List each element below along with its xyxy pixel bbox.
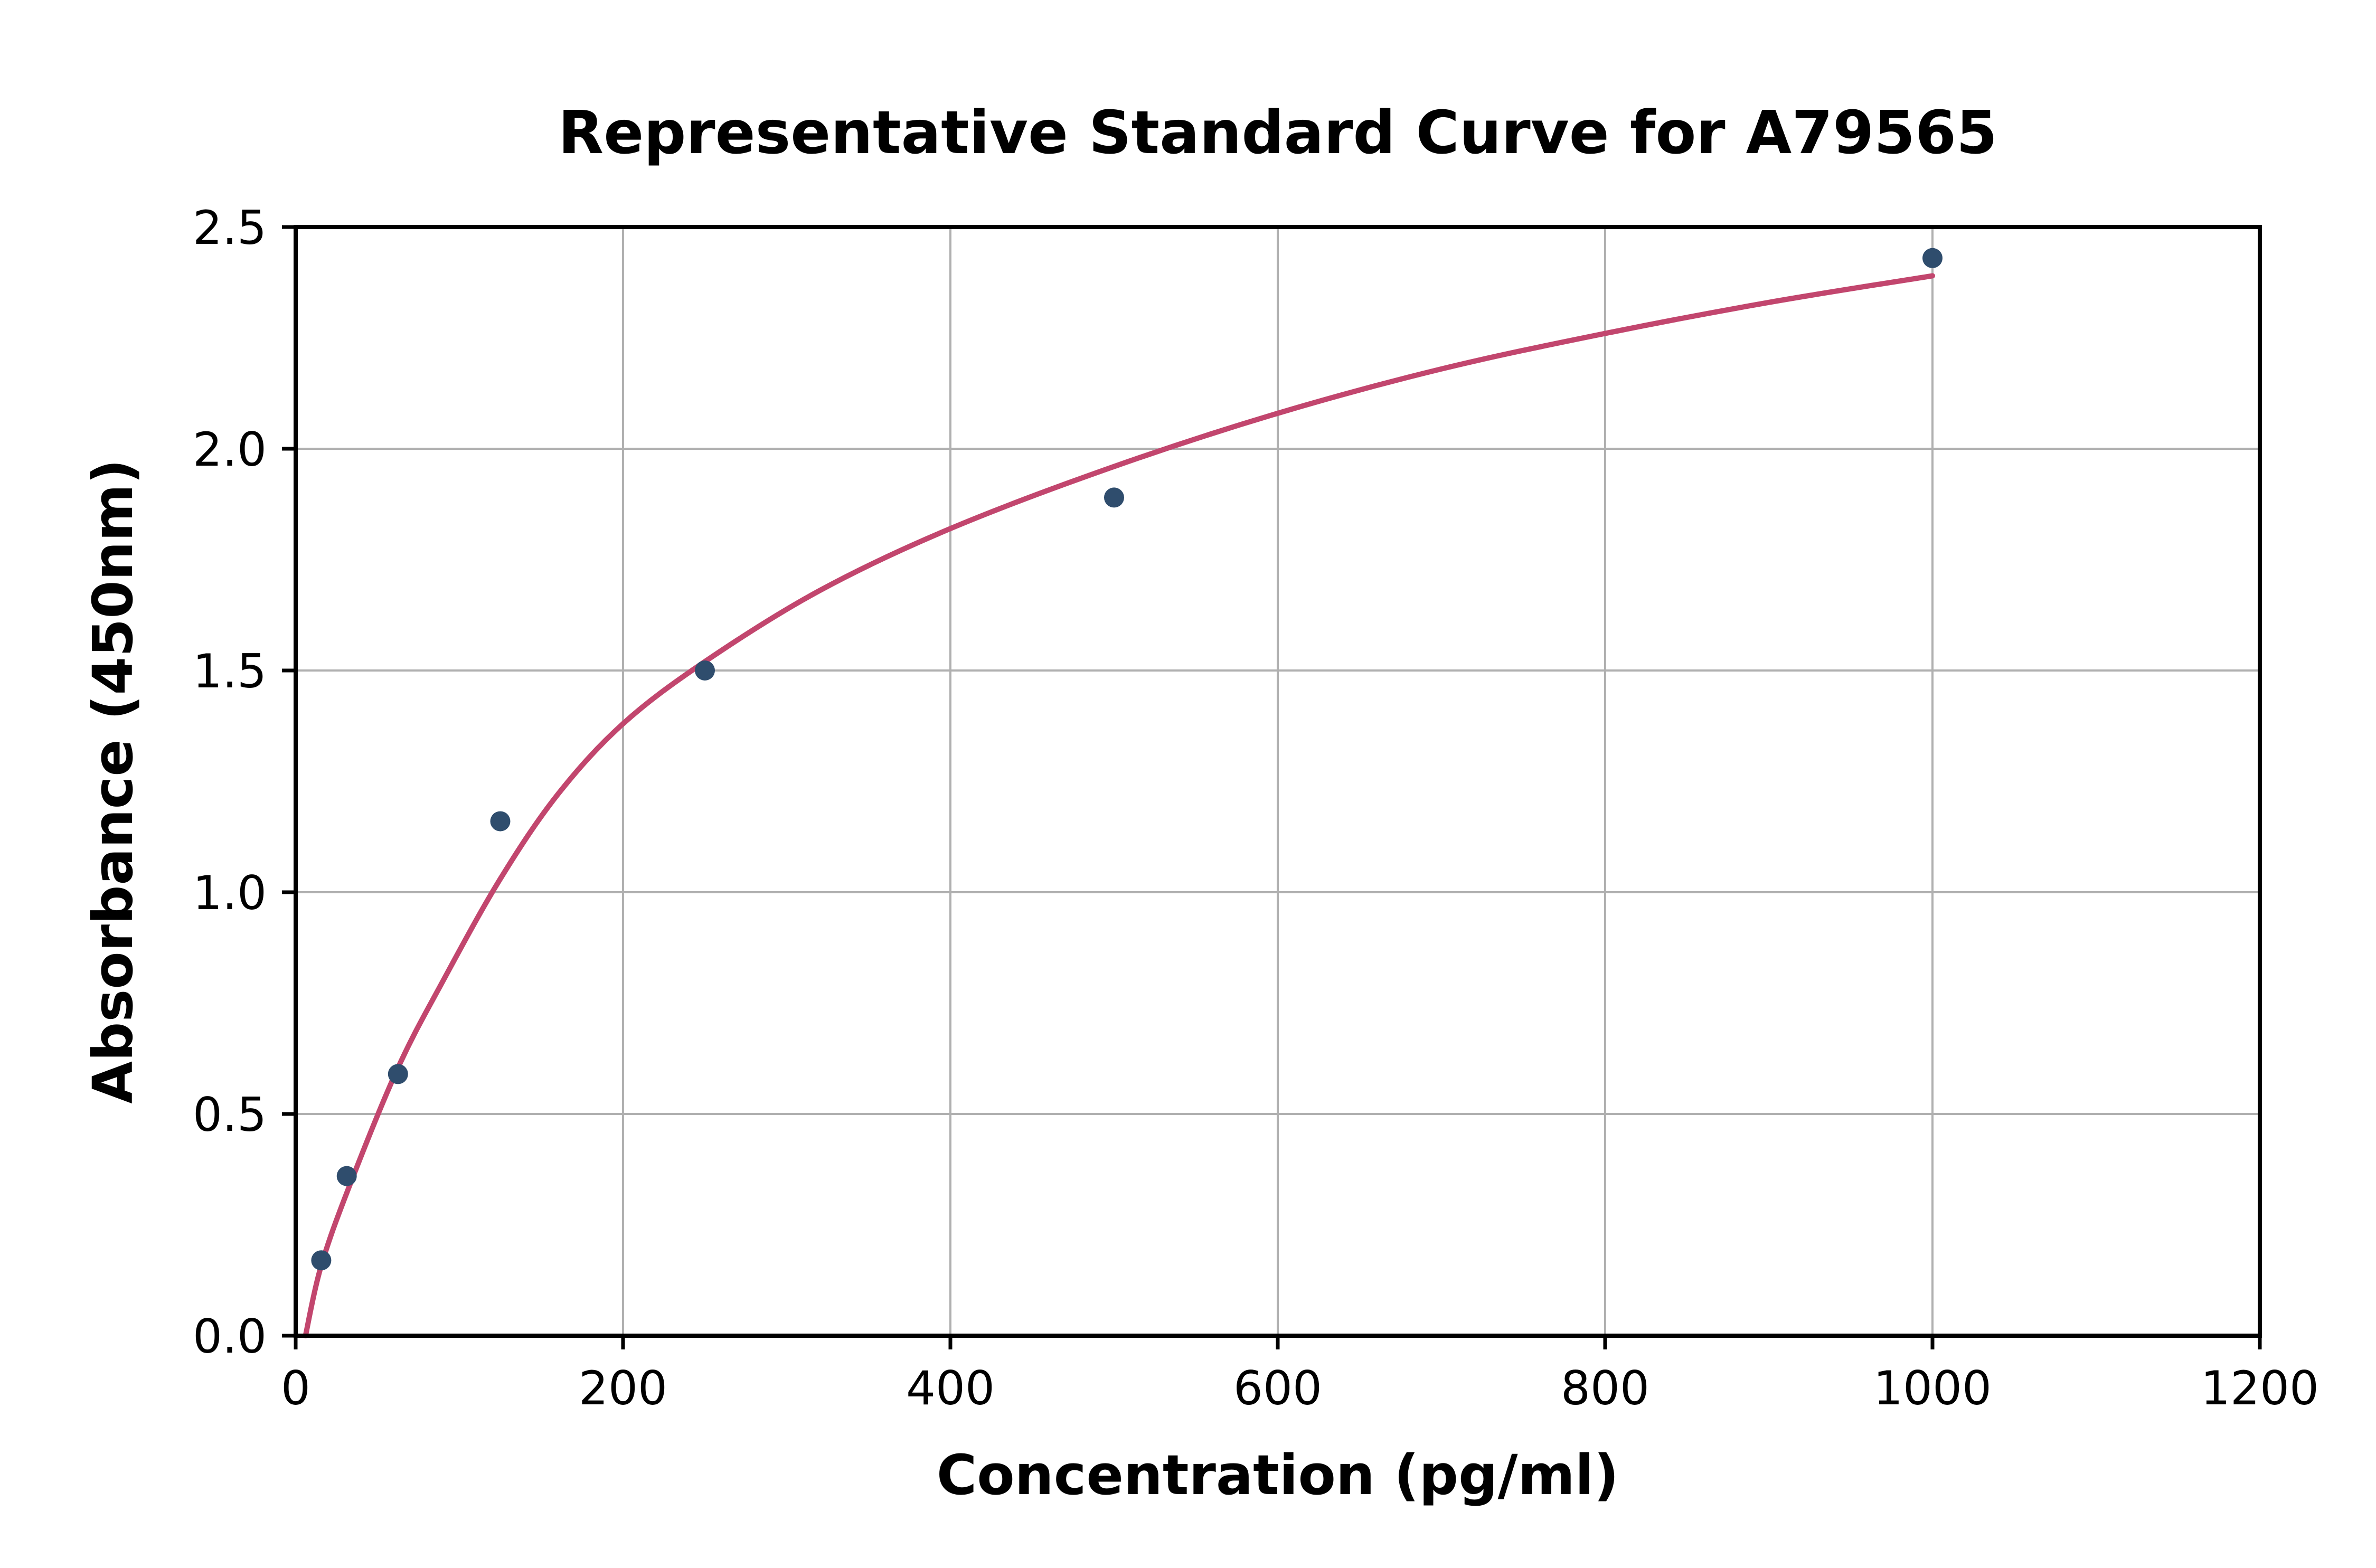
- data-point-marker: [1922, 248, 1943, 268]
- x-tick-label: 200: [579, 1361, 667, 1415]
- x-tick-label: 600: [1233, 1361, 1322, 1415]
- x-tick-label: 0: [281, 1361, 310, 1415]
- y-tick-label: 2.0: [193, 422, 267, 477]
- data-point-marker: [695, 660, 715, 681]
- x-tick-label: 1200: [2201, 1361, 2319, 1415]
- chart-title: Representative Standard Curve for A79565: [558, 99, 1997, 167]
- data-point-marker: [311, 1250, 332, 1271]
- y-axis-label: Absorbance (450nm): [81, 459, 145, 1103]
- y-tick-label: 0.0: [193, 1309, 267, 1364]
- x-tick-label: 800: [1561, 1361, 1649, 1415]
- y-tick-label: 1.0: [193, 866, 267, 920]
- x-tick-label: 1000: [1873, 1361, 1992, 1415]
- data-point-marker: [388, 1064, 408, 1084]
- y-tick-label: 0.5: [193, 1088, 267, 1142]
- x-axis-label: Concentration (pg/ml): [937, 1443, 1619, 1507]
- data-point-marker: [490, 811, 511, 832]
- data-points-layer: [311, 248, 1943, 1271]
- y-tick-label: 2.5: [193, 201, 267, 255]
- data-point-marker: [336, 1166, 357, 1186]
- data-point-marker: [1104, 487, 1124, 508]
- x-tick-label: 400: [906, 1361, 995, 1415]
- y-tick-label: 1.5: [193, 644, 267, 698]
- tick-layer: 0 200 400 600 800 1000 1200 0.0 0.5 1.0 1.5 2.0 2.5: [193, 201, 2319, 1415]
